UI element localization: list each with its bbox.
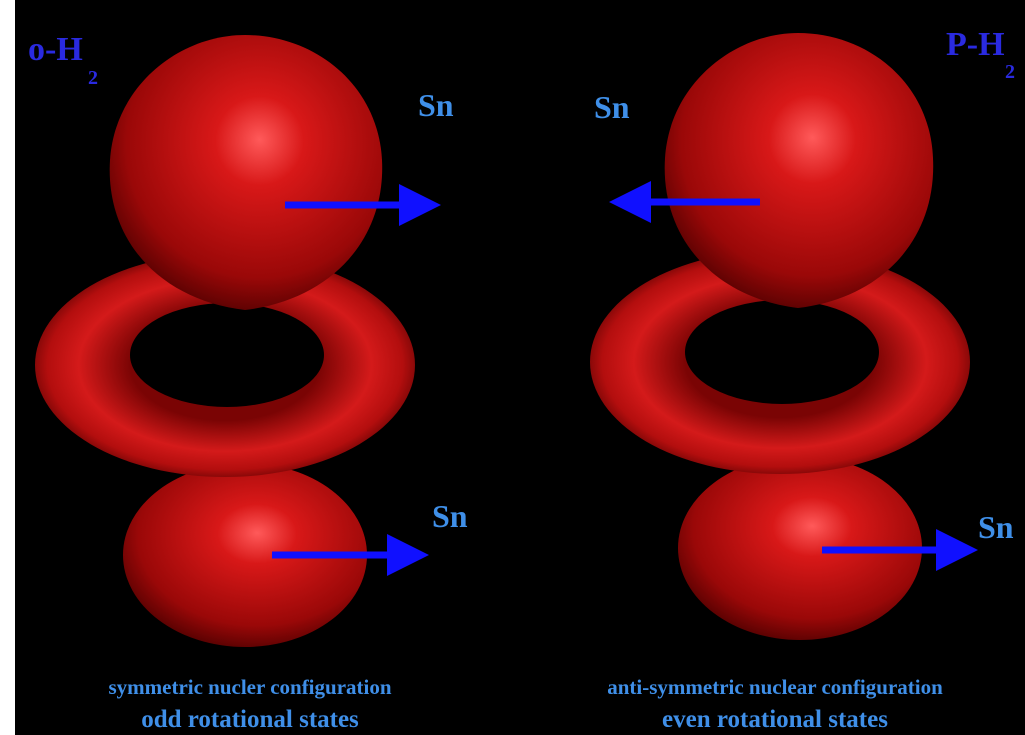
diagram: o-H 2 P-H 2 Sn Sn Sn Sn symmetric nucler… [0, 0, 1025, 735]
spin-label: Sn [418, 87, 454, 123]
caption: even rotational states [662, 706, 888, 733]
state-label-subscript: 2 [1005, 61, 1015, 83]
state-label: o-H [28, 31, 83, 68]
spin-label: Sn [978, 509, 1014, 545]
page: {"left": {"label": {"main": "o-H", "sub"… [0, 0, 1025, 735]
caption: odd rotational states [141, 706, 359, 733]
spin-label: Sn [432, 498, 468, 534]
spin-label: Sn [594, 89, 630, 125]
state-label: P-H [946, 26, 1005, 63]
caption: symmetric nucler configuration [108, 675, 391, 699]
state-label-subscript: 2 [88, 67, 98, 89]
caption: anti-symmetric nuclear configuration [607, 675, 943, 699]
